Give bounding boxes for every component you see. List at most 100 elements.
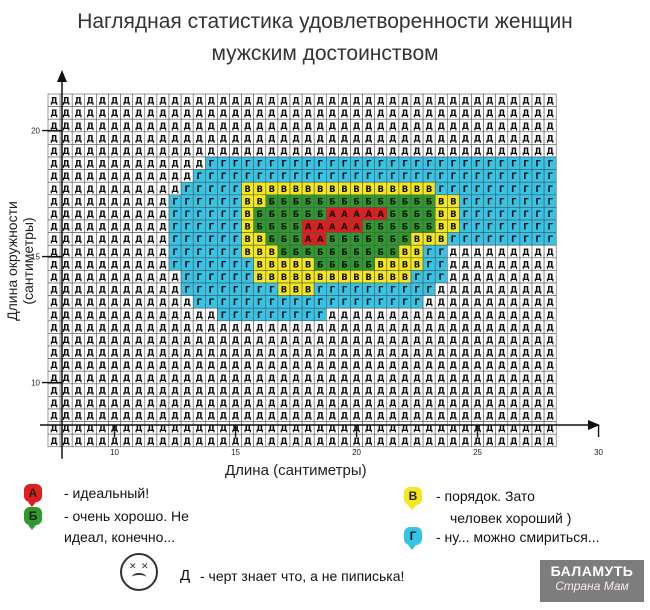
heatmap-cell-label: Д	[510, 386, 518, 396]
heatmap-cell-label: Г	[245, 311, 251, 321]
heatmap-cell-label: Д	[74, 197, 82, 207]
heatmap-cell-label: Д	[498, 424, 506, 434]
heatmap-cell-label: Д	[389, 437, 397, 447]
legend-badge-b: Б	[24, 507, 42, 530]
heatmap-cell-label: Д	[268, 122, 276, 132]
heatmap-cell-label: Г	[511, 210, 517, 220]
heatmap-cell-label: Б	[378, 197, 384, 207]
heatmap-cell-label: Г	[233, 298, 239, 308]
heatmap-cell-label: Д	[159, 298, 167, 308]
heatmap-cell-label: А	[341, 210, 348, 220]
heatmap-cell-label: Д	[171, 323, 179, 333]
heatmap-cell-label: Д	[389, 349, 397, 359]
heatmap-cell-label: Д	[534, 122, 542, 132]
heatmap-cell-label: Б	[414, 210, 420, 220]
heatmap-cell-label: Д	[401, 361, 409, 371]
heatmap-cell-label: Д	[450, 97, 458, 107]
heatmap-cell-label: Д	[208, 134, 216, 144]
heatmap-cell-label: Д	[425, 349, 433, 359]
heatmap-cell-label: Д	[522, 273, 530, 283]
heatmap-cell-label: Д	[474, 311, 482, 321]
heatmap-cell-label: Д	[50, 172, 58, 182]
heatmap-cell-label: Д	[425, 336, 433, 346]
heatmap-cell-label: Г	[366, 298, 372, 308]
heatmap-cell-label: Д	[50, 349, 58, 359]
heatmap-cell-label: Д	[159, 424, 167, 434]
heatmap-cell-label: Б	[257, 223, 263, 233]
heatmap-cell-label: Д	[389, 147, 397, 157]
heatmap-cell-label: В	[293, 273, 299, 283]
heatmap-cell-label: Д	[183, 323, 191, 333]
heatmap-cell-label: Д	[304, 361, 312, 371]
heatmap-cell-label: Г	[487, 185, 493, 195]
heatmap-cell-label: Д	[135, 298, 143, 308]
heatmap-cell-label: Д	[474, 248, 482, 258]
heatmap-cell-label: В	[269, 273, 275, 283]
heatmap-cell-label: Д	[522, 399, 530, 409]
heatmap-cell-label: Д	[280, 437, 288, 447]
heatmap-cell-label: Д	[220, 109, 228, 119]
heatmap-cell-label: В	[244, 185, 250, 195]
heatmap-cell-label: Д	[486, 273, 494, 283]
heatmap-cell-label: В	[438, 210, 444, 220]
heatmap-cell-label: Д	[401, 412, 409, 422]
heatmap-cell-label: Б	[317, 210, 323, 220]
heatmap-cell-label: Г	[209, 273, 215, 283]
heatmap-cell-label: Д	[123, 361, 131, 371]
heatmap-cell-label: Г	[209, 223, 215, 233]
heatmap-cell-label: Г	[439, 172, 445, 182]
heatmap-cell-label: Г	[293, 298, 299, 308]
heatmap-cell-label: Д	[99, 97, 107, 107]
heatmap-cell-label: Д	[111, 412, 119, 422]
heatmap-cell-label: Д	[220, 399, 228, 409]
legend-text-v-2: человек хороший )	[450, 510, 572, 526]
heatmap-cell-label: Г	[221, 260, 227, 270]
heatmap-cell-label: Д	[329, 109, 337, 119]
heatmap-cell-label: Д	[474, 122, 482, 132]
heatmap-cell-label: Д	[135, 147, 143, 157]
heatmap-cell-label: Д	[220, 386, 228, 396]
heatmap-cell-label: Г	[366, 286, 372, 296]
heatmap-cell-label: Д	[147, 298, 155, 308]
heatmap-cell-label: Г	[330, 286, 336, 296]
heatmap-cell-label: Г	[535, 210, 541, 220]
heatmap-cell-label: Д	[546, 286, 554, 296]
heatmap-cell-label: Г	[221, 298, 227, 308]
heatmap-cell-label: Д	[389, 336, 397, 346]
heatmap-cell-label: Д	[135, 286, 143, 296]
heatmap-cell-label: Д	[123, 122, 131, 132]
heatmap-cell-label: Д	[365, 109, 373, 119]
heatmap-cell-label: Д	[147, 336, 155, 346]
heatmap-cell-label: Д	[147, 273, 155, 283]
heatmap-cell-label: Д	[546, 386, 554, 396]
heatmap-cell-label: Д	[159, 172, 167, 182]
heatmap-cell-label: Д	[99, 386, 107, 396]
heatmap-cell-label: Д	[534, 349, 542, 359]
heatmap-cell-label: Д	[474, 399, 482, 409]
heatmap-cell-label: Д	[195, 399, 203, 409]
heatmap-cell-label: Д	[171, 97, 179, 107]
heatmap-cell-label: Д	[74, 323, 82, 333]
heatmap-cell-label: Д	[474, 386, 482, 396]
heatmap-cell-label: Д	[486, 412, 494, 422]
heatmap-cell-label: Д	[183, 147, 191, 157]
heatmap-cell-label: Д	[462, 97, 470, 107]
heatmap-cell-label: Д	[510, 323, 518, 333]
heatmap-cell-label: Д	[87, 349, 95, 359]
heatmap-cell-label: В	[257, 273, 263, 283]
heatmap-cell-label: Д	[450, 349, 458, 359]
heatmap-cell-label: А	[341, 223, 348, 233]
heatmap-cell-label: Б	[305, 248, 311, 258]
heatmap-cell-label: Д	[474, 437, 482, 447]
heatmap-cell-label: Д	[74, 147, 82, 157]
heatmap-cell-label: Д	[522, 109, 530, 119]
heatmap-cell-label: Д	[244, 412, 252, 422]
heatmap-cell-label: Д	[99, 185, 107, 195]
heatmap-cell-label: Г	[426, 172, 432, 182]
heatmap-cell-label: Г	[184, 286, 190, 296]
heatmap-cell-label: В	[365, 185, 371, 195]
heatmap-cell-label: Д	[329, 134, 337, 144]
heatmap-cell-label: Д	[50, 323, 58, 333]
heatmap-cell-label: Д	[135, 386, 143, 396]
heatmap-cell-label: Д	[268, 437, 276, 447]
